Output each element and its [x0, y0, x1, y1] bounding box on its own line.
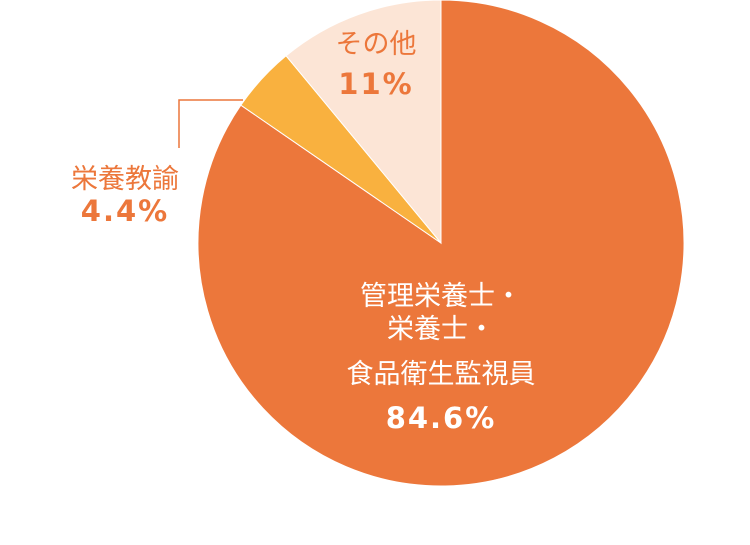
- label-line: その他: [336, 29, 417, 60]
- label-line: 栄養教諭: [71, 164, 179, 195]
- value-label: 84.6%: [386, 401, 497, 435]
- slice-label: その他: [336, 29, 417, 60]
- leader-line: [178, 99, 243, 148]
- value-label: 4.4%: [81, 194, 169, 228]
- slice-label: 栄養教諭: [71, 164, 179, 195]
- value-label: 11%: [338, 67, 413, 101]
- slice-label: 管理栄養士・栄養士・食品衛生監視員: [347, 281, 536, 390]
- label-line: 食品衛生監視員: [347, 359, 536, 390]
- label-line: 栄養士・: [387, 314, 495, 345]
- pie-slice: [285, 0, 442, 245]
- label-line: 管理栄養士・: [360, 281, 522, 312]
